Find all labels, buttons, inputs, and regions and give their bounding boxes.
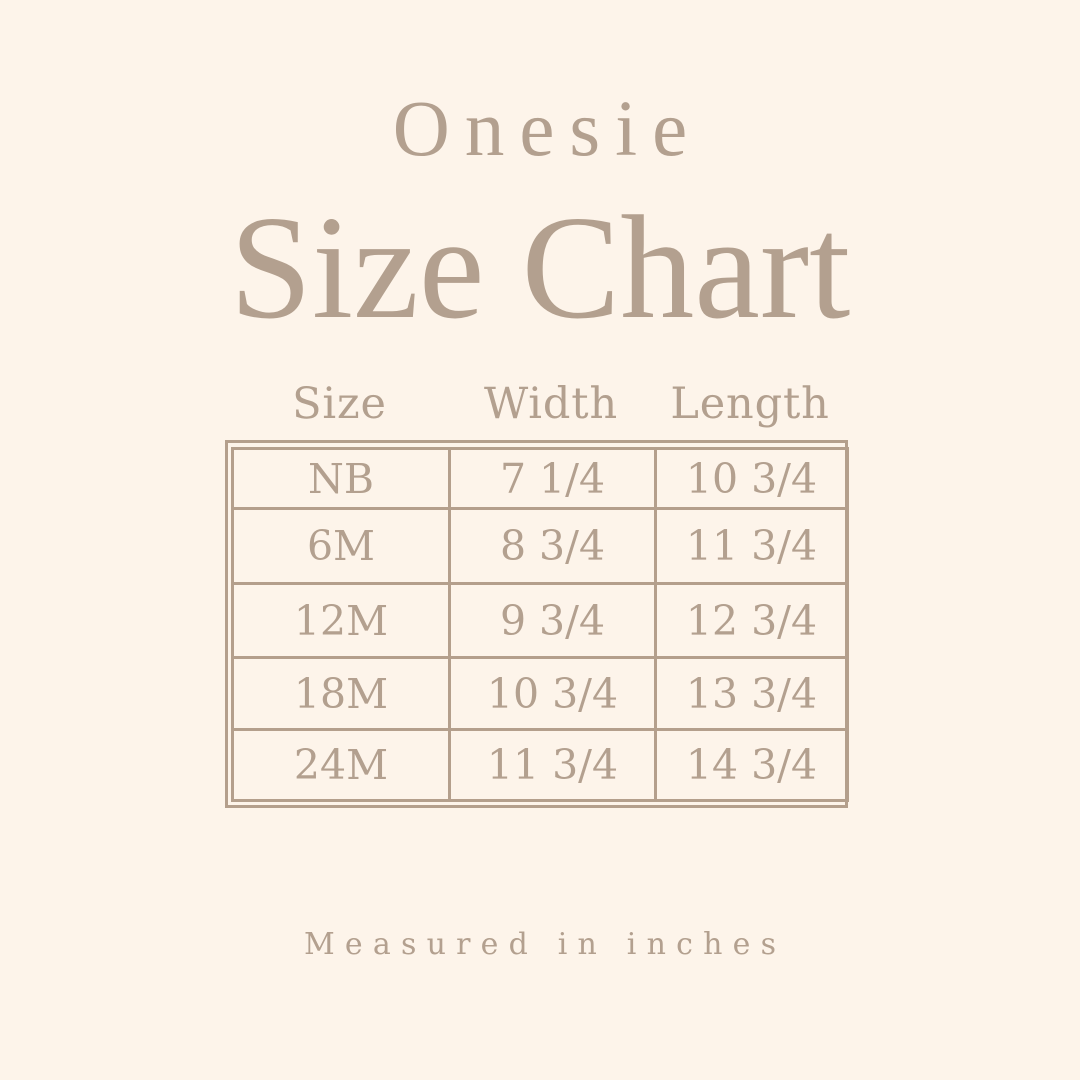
cell-length: 14 3/4 (654, 728, 849, 802)
cell-width: 8 3/4 (448, 507, 657, 585)
product-title: Onesie (392, 86, 703, 173)
cell-length: 13 3/4 (654, 656, 849, 731)
cell-length: 12 3/4 (654, 582, 849, 659)
cell-width: 11 3/4 (448, 728, 657, 802)
cell-size: NB (231, 447, 451, 510)
size-table: NB 7 1/4 10 3/4 6M 8 3/4 11 3/4 12M 9 3/… (225, 440, 849, 808)
cell-width: 9 3/4 (448, 582, 657, 659)
column-header-size: Size (292, 379, 387, 429)
table-row: 18M 10 3/4 13 3/4 (231, 656, 849, 731)
cell-width: 7 1/4 (448, 447, 657, 510)
table-row: 24M 11 3/4 14 3/4 (231, 728, 849, 802)
cell-size: 18M (231, 656, 451, 731)
table-row: 6M 8 3/4 11 3/4 (231, 507, 849, 585)
size-table-grid: NB 7 1/4 10 3/4 6M 8 3/4 11 3/4 12M 9 3/… (231, 447, 849, 802)
cell-width: 10 3/4 (448, 656, 657, 731)
table-row: 12M 9 3/4 12 3/4 (231, 582, 849, 659)
cell-size: 12M (231, 582, 451, 659)
table-row: NB 7 1/4 10 3/4 (231, 447, 849, 510)
cell-size: 24M (231, 728, 451, 802)
cell-length: 10 3/4 (654, 447, 849, 510)
page-title: Size Chart (229, 186, 851, 350)
column-header-length: Length (670, 379, 830, 429)
column-header-width: Width (484, 379, 618, 429)
measurement-note: Measured in inches (304, 927, 787, 962)
cell-size: 6M (231, 507, 451, 585)
cell-length: 11 3/4 (654, 507, 849, 585)
